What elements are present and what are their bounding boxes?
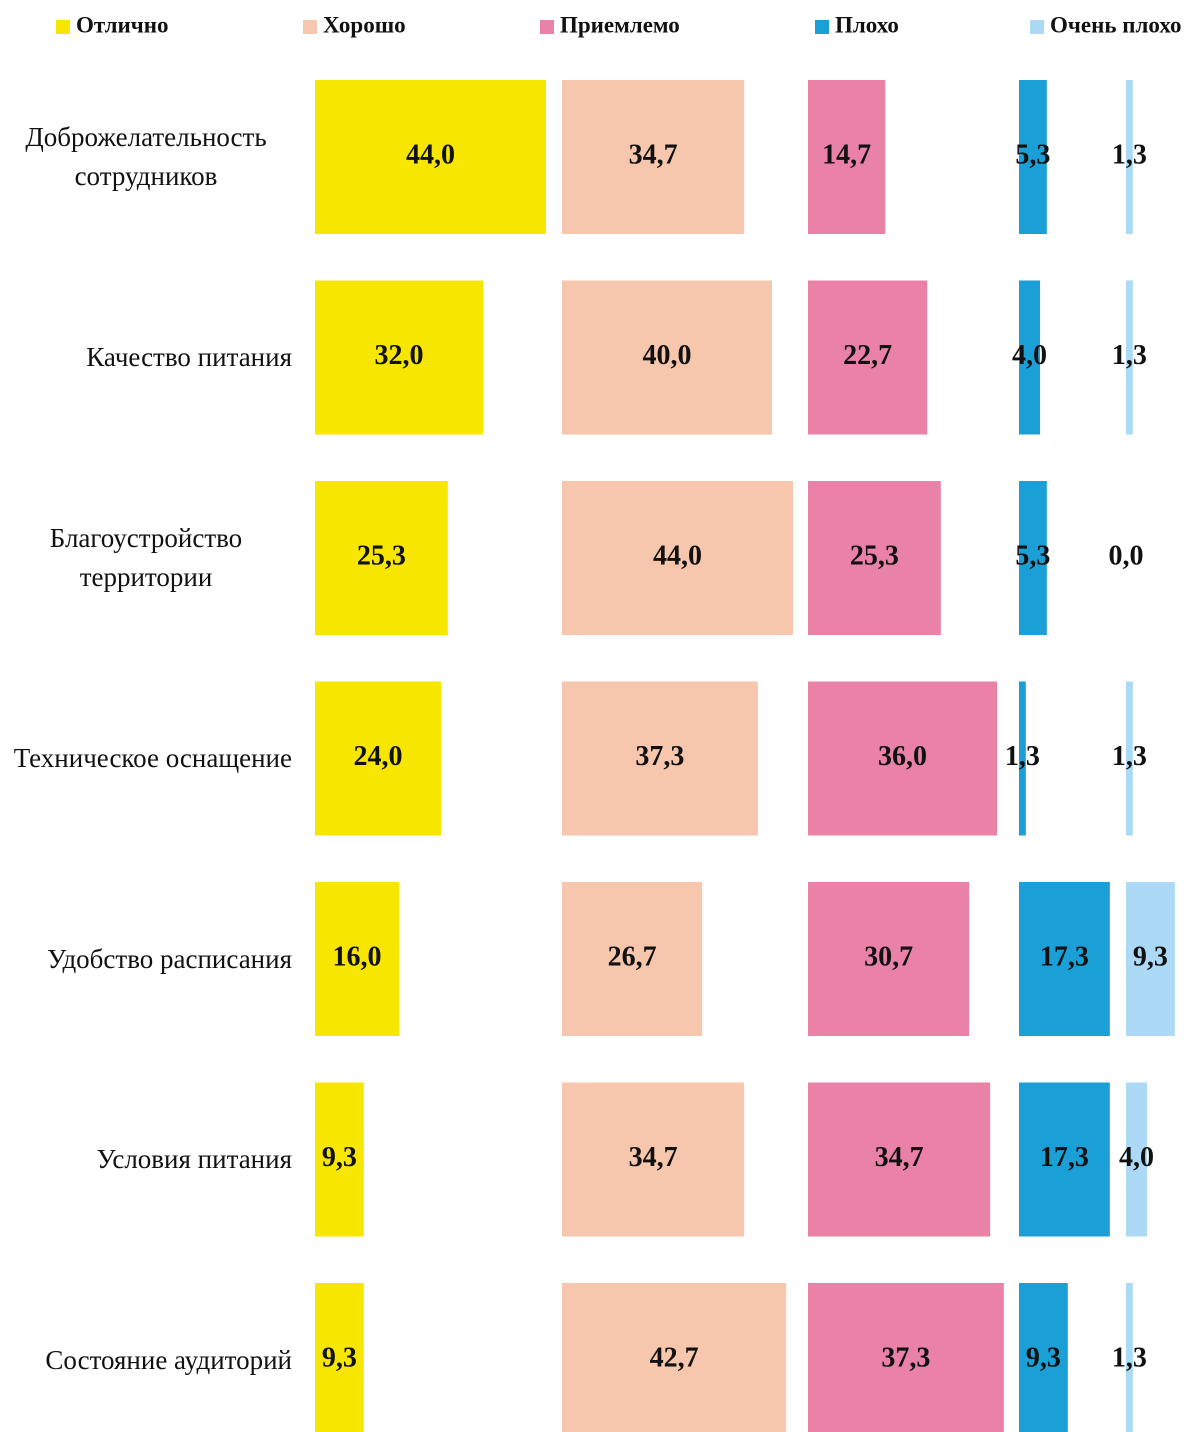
legend-swatch	[56, 20, 70, 34]
value-label: 25,3	[850, 540, 899, 571]
legend-label: Приемлемо	[560, 12, 680, 37]
bar	[562, 1082, 745, 1237]
value-label: 40,0	[643, 340, 692, 371]
bar	[1019, 280, 1040, 435]
category-label-box: Условия питания	[0, 1083, 292, 1237]
value-label: 16,0	[333, 941, 382, 972]
bar	[1019, 1283, 1068, 1432]
legend-swatch	[1030, 20, 1044, 34]
category-label-box: Техническое оснащение	[0, 682, 292, 836]
value-label: 9,3	[322, 1342, 357, 1373]
bar	[315, 1082, 364, 1237]
value-label: 1,3	[1112, 741, 1147, 772]
bar	[562, 80, 745, 234]
value-label: 25,3	[357, 540, 406, 571]
bar	[315, 80, 546, 234]
bar	[562, 280, 772, 435]
category-label: Техническое оснащение	[13, 743, 292, 773]
category-label-box: Доброжелательность сотрудников	[0, 80, 292, 234]
value-label: 44,0	[653, 540, 702, 571]
value-label: 42,7	[650, 1342, 699, 1373]
legend-label: Хорошо	[323, 12, 406, 37]
category-label: Доброжелательность сотрудников	[25, 122, 267, 191]
category-label-box: Состояние аудиторий	[0, 1283, 292, 1432]
value-label: 34,7	[629, 1142, 678, 1173]
value-label: 5,3	[1015, 139, 1050, 170]
bar	[1019, 882, 1110, 1036]
bar	[562, 681, 758, 836]
bar	[808, 882, 970, 1036]
value-label: 1,3	[1112, 340, 1147, 371]
value-label: 34,7	[875, 1142, 924, 1173]
bar	[808, 280, 928, 435]
value-label: 44,0	[406, 139, 455, 170]
value-label: 9,3	[322, 1142, 357, 1173]
bar	[562, 1283, 787, 1432]
bar	[808, 1082, 991, 1237]
category-label: Удобство расписания	[47, 943, 292, 974]
bar	[315, 882, 399, 1036]
value-label: 17,3	[1040, 1142, 1089, 1173]
bar	[562, 882, 703, 1036]
legend-label: Отлично	[76, 12, 169, 37]
category-label: Качество питания	[86, 342, 292, 372]
bar	[1126, 1283, 1133, 1432]
category-label-box: Удобство расписания	[0, 882, 292, 1036]
legend-swatch	[815, 20, 829, 34]
value-label: 4,0	[1012, 340, 1047, 371]
value-label: 1,3	[1112, 139, 1147, 170]
value-label: 22,7	[843, 340, 892, 371]
legend-swatch	[303, 20, 317, 34]
value-label: 26,7	[608, 941, 657, 972]
bar	[1126, 280, 1133, 435]
value-label: 4,0	[1119, 1142, 1154, 1173]
category-label: Благоустройство территории	[49, 523, 243, 592]
value-label: 1,3	[1112, 1342, 1147, 1373]
value-label: 5,3	[1015, 540, 1050, 571]
value-label: 9,3	[1133, 941, 1168, 972]
value-label: 24,0	[354, 741, 403, 772]
value-label: 32,0	[375, 340, 424, 371]
bar	[315, 1283, 364, 1432]
value-label: 14,7	[822, 139, 871, 170]
legend-swatch	[540, 20, 554, 34]
value-label: 34,7	[629, 139, 678, 170]
category-label-box: Благоустройство территории	[0, 481, 292, 635]
value-label: 30,7	[864, 941, 913, 972]
bar	[1019, 1082, 1110, 1237]
bar	[1126, 882, 1175, 1036]
bar	[808, 681, 997, 836]
bar	[1019, 681, 1026, 836]
bar	[808, 481, 941, 635]
bar	[1126, 80, 1133, 234]
legend-label: Плохо	[835, 12, 899, 37]
value-label: 36,0	[878, 741, 927, 772]
value-label: 37,3	[881, 1342, 930, 1373]
bar	[1126, 1082, 1147, 1237]
category-label: Состояние аудиторий	[45, 1344, 292, 1375]
bar	[562, 481, 793, 635]
bar	[315, 280, 483, 435]
bar	[808, 1283, 1004, 1432]
category-label: Условия питания	[96, 1144, 292, 1174]
bar	[1019, 481, 1047, 635]
value-label: 9,3	[1026, 1342, 1061, 1373]
bar	[315, 681, 441, 836]
category-label-box: Качество питания	[0, 281, 292, 435]
value-label: 37,3	[635, 741, 684, 772]
bar	[808, 80, 886, 234]
value-label: 0,0	[1109, 540, 1144, 571]
legend-label: Очень плохо	[1050, 12, 1181, 37]
value-label: 1,3	[1005, 741, 1040, 772]
bar	[1019, 80, 1047, 234]
value-label: 17,3	[1040, 941, 1089, 972]
bar	[315, 481, 448, 635]
bar	[1126, 681, 1133, 836]
